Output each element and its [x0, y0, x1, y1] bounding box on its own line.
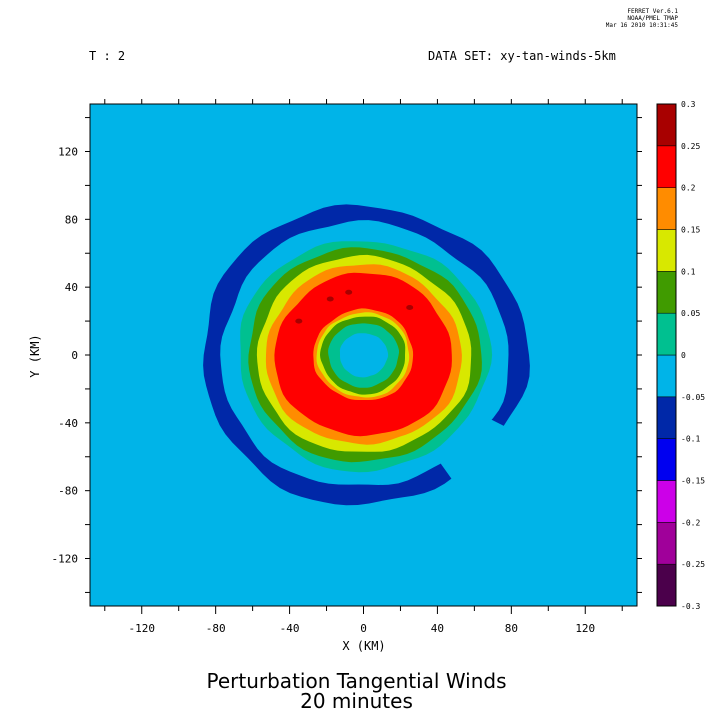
colorbar-label: -0.25 [681, 560, 705, 569]
y-tick-label: -80 [58, 485, 78, 498]
colorbar-swatch [656, 103, 677, 147]
colorbar-swatch [656, 271, 677, 314]
colorbar-swatch [656, 312, 677, 356]
colorbar-swatch [656, 145, 677, 188]
time-step-label: T : 2 [89, 49, 126, 63]
x-tick-label: 80 [505, 622, 518, 635]
colorbar-swatch [656, 522, 677, 565]
y-tick-label: -40 [58, 417, 78, 430]
extremum-spot [295, 318, 303, 324]
extremum-spot [345, 289, 353, 295]
x-tick-label: -80 [206, 622, 226, 635]
plot-subtitle: 20 minutes [300, 689, 413, 713]
colorbar-frame [656, 103, 677, 607]
colorbar-label: 0 [681, 351, 686, 360]
ferret-software-label: FERRET Ver.6.1 [627, 8, 678, 15]
x-tick-label: -120 [128, 622, 155, 635]
x-tick-label: 0 [360, 622, 367, 635]
ferret-lab-label: NOAA/PMEL TMAP [627, 15, 678, 22]
ferret-timestamp-label: Mar 16 2010 10:31:45 [605, 22, 678, 29]
y-tick-label: 80 [65, 213, 78, 226]
colorbar-swatch [656, 480, 677, 523]
colorbar-label: 0.05 [681, 309, 700, 318]
x-axis-label: X (KM) [342, 639, 385, 653]
colorbar-label: -0.3 [681, 602, 700, 611]
colorbar-label: -0.05 [681, 393, 705, 402]
y-axis: 120 80 40 0 -40 -80 -120 [52, 117, 642, 593]
colorbar-swatch [656, 563, 677, 607]
y-tick-label: -120 [52, 553, 79, 566]
x-axis: -120 -80 -40 0 40 80 120 [104, 99, 623, 635]
colorbar-swatch [656, 354, 677, 398]
colorbar-label: -0.1 [681, 435, 700, 444]
extremum-spot [406, 305, 414, 311]
x-tick-label: -40 [280, 622, 300, 635]
colorbar-swatch [656, 229, 677, 272]
plot-area [90, 104, 637, 606]
extremum-spot [326, 296, 334, 302]
colorbar-label: 0.2 [681, 184, 696, 193]
colorbar-swatch [656, 438, 677, 481]
plot-title: Perturbation Tangential Winds [206, 669, 507, 693]
y-tick-label: 0 [71, 349, 78, 362]
field-band-10 [339, 333, 389, 378]
y-axis-label: Y (KM) [28, 334, 42, 377]
colorbar-label: -0.15 [681, 477, 705, 486]
colorbar-label: 0.1 [681, 267, 696, 276]
colorbar-label: 0.3 [681, 100, 696, 109]
colorbar-swatch [656, 396, 677, 439]
y-tick-label: 40 [65, 281, 78, 294]
x-tick-label: 40 [431, 622, 444, 635]
colorbar-label: 0.15 [681, 226, 700, 235]
colorbar-label: -0.2 [681, 518, 700, 527]
dataset-label: DATA SET: xy-tan-winds-5km [428, 49, 616, 63]
colorbar-swatch [656, 187, 677, 230]
y-tick-label: 120 [58, 145, 78, 158]
colorbar: -0.3 -0.25 -0.2 -0.15 -0.1 -0.05 0 0.05 0.1 0.15 0… [656, 100, 705, 611]
colorbar-label: 0.25 [681, 142, 700, 151]
x-tick-label: 120 [575, 622, 595, 635]
